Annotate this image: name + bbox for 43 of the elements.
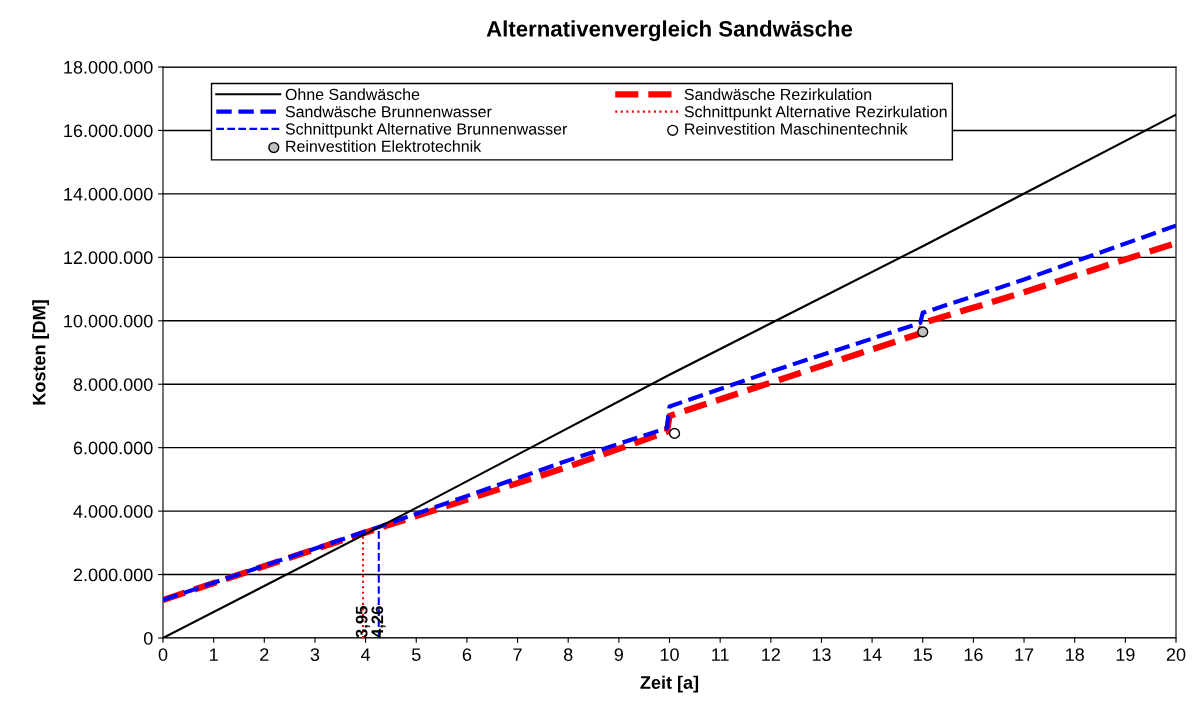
- y-tick-label: 18.000.000: [64, 60, 153, 74]
- y-tick-label: 16.000.000: [64, 124, 153, 138]
- x-tick-label: 6: [462, 648, 472, 661]
- legend-label: Sandwäsche Rezirkulation: [684, 88, 872, 101]
- chart-title: Alternativenvergleich Sandwäsche: [486, 20, 853, 42]
- x-tick-label: 7: [513, 648, 522, 661]
- legend-label: Schnittpunkt Alternative Rezirkulation: [684, 105, 947, 121]
- x-tick-label: 10: [660, 648, 679, 661]
- x-tick-label: 14: [863, 648, 882, 661]
- x-tick-label: 18: [1066, 648, 1084, 661]
- x-tick-label: 9: [614, 648, 624, 661]
- x-tick-label: 4: [360, 648, 371, 661]
- x-tick-label: 3: [310, 648, 320, 661]
- x-tick-label: 5: [411, 648, 421, 661]
- x-tick-label: 13: [812, 648, 831, 661]
- y-tick-label: 14.000.000: [64, 187, 153, 201]
- x-tick-label: 2: [260, 648, 269, 661]
- x-axis-title: Zeit [a]: [640, 675, 699, 693]
- x-tick-label: 16: [964, 648, 983, 661]
- legend-label: Reinvestition Elektrotechnik: [286, 140, 482, 152]
- y-tick-label: 2.000.000: [73, 568, 153, 582]
- x-tick-label: 0: [158, 648, 168, 661]
- x-tick-label: 8: [563, 648, 573, 661]
- y-tick-label: 4.000.000: [73, 505, 153, 518]
- x-tick-label: 19: [1116, 648, 1135, 661]
- y-tick-label: 10.000.000: [64, 314, 153, 328]
- y-tick-label: 8.000.000: [73, 378, 153, 391]
- x-tick-label: 15: [914, 648, 933, 661]
- x-tick-label: 20: [1166, 648, 1186, 661]
- y-tick-label: 6.000.000: [73, 441, 153, 455]
- x-tick-label: 11: [712, 648, 729, 661]
- annotation: 3,95: [355, 606, 370, 638]
- legend-label: Schnittpunkt Alternative Brunnenwasser: [285, 122, 568, 138]
- y-tick-label: 0: [143, 631, 153, 645]
- legend-label: Ohne Sandwäsche: [285, 88, 420, 101]
- y-axis-title: Kosten [DM]: [32, 300, 50, 405]
- x-tick-label: 12: [762, 648, 780, 661]
- legend-label: Reinvestition Maschinentechnik: [685, 122, 908, 135]
- x-tick-label: 17: [1015, 648, 1034, 661]
- y-tick-label: 12.000.000: [64, 251, 153, 265]
- legend-label: Sandwäsche Brunnenwasser: [285, 105, 492, 118]
- annotation: 4,26: [371, 606, 386, 638]
- x-tick-label: 1: [210, 648, 218, 661]
